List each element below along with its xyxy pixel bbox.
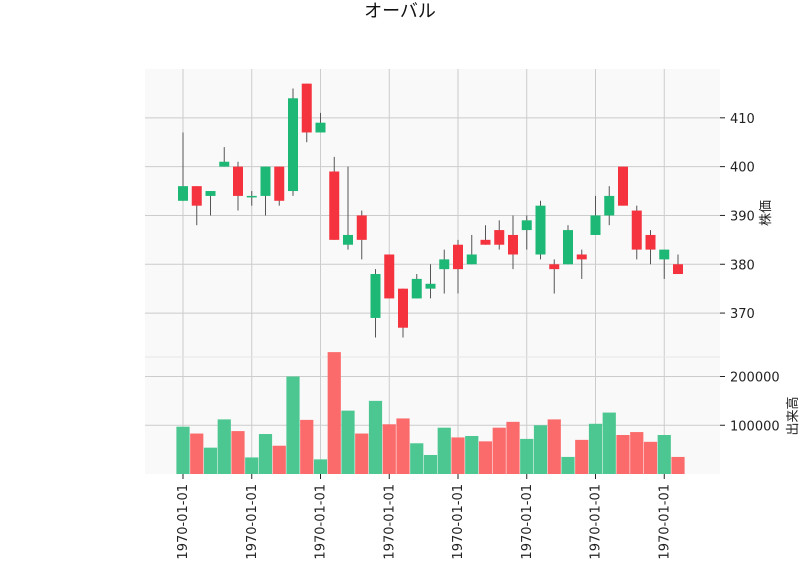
candle-body bbox=[274, 166, 285, 201]
candle-body bbox=[398, 288, 408, 328]
volume-bar bbox=[327, 352, 341, 474]
volume-bar bbox=[643, 441, 658, 474]
volume-bar bbox=[451, 437, 465, 474]
price-tick-label: 370 bbox=[730, 307, 755, 322]
candle-body bbox=[604, 195, 615, 216]
volume-bar bbox=[520, 438, 534, 474]
price-panel-background bbox=[145, 69, 720, 357]
candle-body bbox=[494, 230, 505, 245]
candle-body bbox=[508, 234, 518, 255]
candle-body bbox=[590, 215, 601, 235]
volume-bar bbox=[478, 441, 493, 474]
candle-body bbox=[453, 244, 463, 270]
candle-body bbox=[370, 274, 381, 318]
price-tick-label: 410 bbox=[730, 112, 755, 127]
volume-bar bbox=[368, 400, 383, 474]
volume-bar bbox=[616, 435, 630, 474]
volume-bar bbox=[231, 431, 245, 474]
volume-axis-label: 出来高 bbox=[785, 396, 800, 435]
volume-bar bbox=[465, 435, 479, 474]
volume-bars bbox=[176, 352, 685, 474]
price-axis-label: 株価 bbox=[759, 200, 774, 226]
axes: 370 380 390 400 410 100000 200000 1970-01-01 197… bbox=[176, 112, 780, 560]
volume-bar bbox=[588, 423, 603, 474]
candle-body bbox=[563, 230, 573, 265]
volume-tick-label: 200000 bbox=[730, 371, 780, 386]
volume-bar bbox=[671, 456, 685, 474]
date-tick-label: 1970-01-01 bbox=[382, 484, 397, 560]
volume-bar bbox=[341, 410, 355, 474]
candle-body bbox=[219, 161, 230, 167]
candle-body bbox=[535, 205, 546, 255]
volume-bar bbox=[313, 459, 328, 474]
date-tick-label: 1970-01-01 bbox=[451, 484, 466, 560]
date-tick-label: 1970-01-01 bbox=[176, 484, 191, 560]
volume-bar bbox=[561, 456, 575, 474]
candle-body bbox=[178, 186, 188, 201]
candle-body bbox=[673, 264, 683, 275]
candle-body bbox=[521, 220, 532, 231]
candle-body bbox=[631, 210, 642, 250]
chart-title: オーバル bbox=[364, 1, 436, 22]
volume-bar bbox=[630, 432, 644, 474]
candle-body bbox=[246, 195, 257, 198]
volume-bar bbox=[533, 425, 548, 474]
candle-body bbox=[425, 283, 436, 289]
date-tick-label: 1970-01-01 bbox=[245, 484, 260, 560]
volume-bar bbox=[423, 454, 438, 474]
volume-bar bbox=[437, 427, 451, 474]
volume-bar bbox=[258, 434, 273, 474]
candle-body bbox=[191, 186, 202, 206]
volume-bar bbox=[410, 443, 424, 474]
candle-body bbox=[618, 166, 628, 206]
volume-bar bbox=[190, 433, 204, 474]
price-tick-label: 390 bbox=[730, 209, 755, 224]
volume-bar bbox=[176, 426, 190, 474]
candle-body bbox=[411, 278, 422, 299]
volume-bar bbox=[396, 418, 410, 474]
price-candles bbox=[178, 83, 683, 338]
volume-tick-label: 100000 bbox=[730, 419, 780, 434]
volume-bar bbox=[272, 445, 286, 474]
volume-bar bbox=[602, 412, 616, 474]
candle-body bbox=[343, 234, 353, 245]
candle-body bbox=[315, 122, 326, 133]
volume-bar bbox=[286, 376, 300, 474]
volume-bar bbox=[382, 424, 396, 474]
candle-body bbox=[329, 171, 340, 240]
candle-body bbox=[659, 249, 670, 260]
date-tick-label: 1970-01-01 bbox=[520, 484, 535, 560]
volume-bar bbox=[492, 427, 506, 474]
price-tick-label: 400 bbox=[730, 161, 755, 176]
candle-body bbox=[549, 264, 560, 270]
candle-body bbox=[233, 166, 243, 196]
date-tick-label: 1970-01-01 bbox=[314, 484, 329, 560]
volume-bar bbox=[355, 433, 369, 474]
date-tick-label: 1970-01-01 bbox=[589, 484, 604, 560]
candle-body bbox=[576, 254, 587, 260]
candle-body bbox=[356, 215, 367, 240]
candle-body bbox=[288, 98, 298, 192]
price-tick-label: 380 bbox=[730, 258, 755, 273]
volume-bar bbox=[575, 439, 589, 474]
volume-bar bbox=[657, 435, 671, 474]
candle-body bbox=[466, 254, 477, 265]
volume-bar bbox=[506, 421, 520, 474]
candle-body bbox=[384, 254, 395, 299]
volume-bar bbox=[203, 447, 218, 474]
date-tick-label: 1970-01-01 bbox=[657, 484, 672, 560]
candle-body bbox=[645, 234, 656, 250]
candle-body bbox=[439, 259, 450, 270]
volume-bar bbox=[547, 419, 561, 474]
volume-bar bbox=[217, 419, 231, 474]
candle-body bbox=[260, 166, 271, 196]
volume-bar bbox=[245, 457, 259, 474]
candle-body bbox=[301, 83, 312, 133]
volume-bar bbox=[300, 419, 314, 474]
candle-body bbox=[480, 239, 491, 245]
candle-body bbox=[205, 191, 216, 196]
